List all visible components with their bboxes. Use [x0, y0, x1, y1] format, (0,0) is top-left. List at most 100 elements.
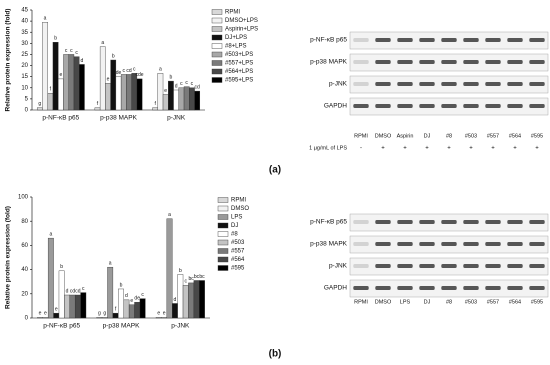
letter-label: b [54, 36, 57, 42]
blot-band [375, 38, 391, 42]
letter-label: d [125, 293, 128, 299]
letter-label: c [70, 48, 73, 54]
legend-label: DMSO+LPS [225, 18, 258, 24]
blot-band [397, 60, 413, 64]
legend-label: DJ [231, 223, 238, 229]
letter-label: c [191, 81, 194, 87]
legend-swatch [217, 222, 229, 229]
letter-label: c [65, 48, 68, 54]
blot-band [463, 60, 479, 64]
letter-label: e [39, 311, 42, 317]
lane-label: RPMI [354, 133, 368, 139]
letter-label: cd [195, 84, 201, 90]
treatment-mark: + [425, 146, 429, 152]
treatment-mark: + [535, 146, 539, 152]
y-tick-label: 40 [21, 19, 28, 25]
y-tick-label: 10 [21, 85, 28, 91]
bar [47, 237, 54, 319]
y-tick-label: 25 [21, 52, 28, 58]
letter-label: bc [189, 276, 195, 282]
bar [172, 303, 178, 319]
blot-band [419, 104, 435, 108]
legend-label: #503+LPS [225, 52, 253, 58]
letter-label: de [134, 296, 140, 302]
bar [168, 80, 174, 111]
bar [128, 304, 135, 319]
bar [134, 302, 141, 319]
blot-row-label: p-NF-κB p65 [310, 219, 347, 226]
legend-label: #595+LPS [225, 78, 253, 84]
letter-label: g [98, 311, 101, 317]
letter-label: e [44, 311, 47, 317]
bar [152, 107, 158, 111]
letter-label: e [59, 72, 62, 78]
legend-label: #564+LPS [225, 69, 253, 75]
lane-label: Aspirin [397, 133, 414, 139]
legend-label: RPMI [231, 198, 246, 204]
blot-band [507, 38, 523, 42]
letter-label: f [50, 87, 52, 93]
bar [112, 312, 119, 319]
treatment-mark: + [447, 146, 451, 152]
letter-label: d [174, 297, 177, 303]
letter-label: f [97, 101, 99, 107]
lane-label: #595 [531, 299, 543, 305]
blot-band [353, 220, 369, 224]
letter-label: cd [75, 288, 81, 294]
legend-label: #557 [231, 249, 245, 255]
x-tick-label: p-p38 MAPK [100, 115, 138, 122]
letter-label: c [82, 286, 85, 292]
blot-band [485, 82, 501, 86]
letter-label: e [157, 311, 160, 317]
legend-swatch [211, 9, 223, 15]
bar [36, 107, 43, 111]
blot-band [353, 286, 369, 290]
letter-label: a [101, 40, 104, 46]
panel-label: (a) [269, 165, 281, 176]
bar [80, 292, 87, 319]
blot-band [485, 264, 501, 268]
bar [155, 317, 162, 319]
y-tick-label: 0 [25, 316, 29, 322]
bar [136, 78, 143, 111]
letter-label: e [130, 298, 133, 304]
letter-label: e [55, 306, 58, 312]
letter-label: c [184, 279, 187, 285]
bar [99, 46, 106, 111]
y-tick-label: 35 [21, 30, 28, 36]
bar [120, 74, 127, 111]
bar [182, 285, 189, 319]
legend-swatch [211, 68, 223, 75]
bar [131, 73, 138, 111]
blot-band [463, 82, 479, 86]
letter-label: f [115, 306, 117, 312]
blot-band [529, 242, 545, 246]
bar [107, 266, 114, 319]
blot-band [419, 60, 435, 64]
lane-label: #564 [509, 299, 521, 305]
lane-label: LPS [400, 299, 411, 305]
lane-label: #595 [531, 133, 543, 139]
legend-swatch [217, 197, 229, 203]
letter-label: d [175, 83, 178, 89]
letter-label: de [116, 70, 122, 76]
blot-band [419, 38, 435, 42]
y-tick-label: 0 [25, 108, 29, 114]
blot-band [507, 104, 523, 108]
legend-swatch [211, 26, 223, 32]
lane-label: DJ [424, 133, 431, 139]
blot-band [375, 242, 391, 246]
legend-label: DMSO [231, 206, 249, 212]
blot-band [507, 220, 523, 224]
blot-band [463, 286, 479, 290]
letter-label: a [49, 231, 52, 237]
blot-band [507, 60, 523, 64]
letter-label: e [164, 88, 167, 94]
bar [115, 76, 122, 111]
bar [52, 42, 59, 111]
letter-label: b [120, 282, 123, 288]
blot-band [353, 242, 369, 246]
blot-band [419, 82, 435, 86]
